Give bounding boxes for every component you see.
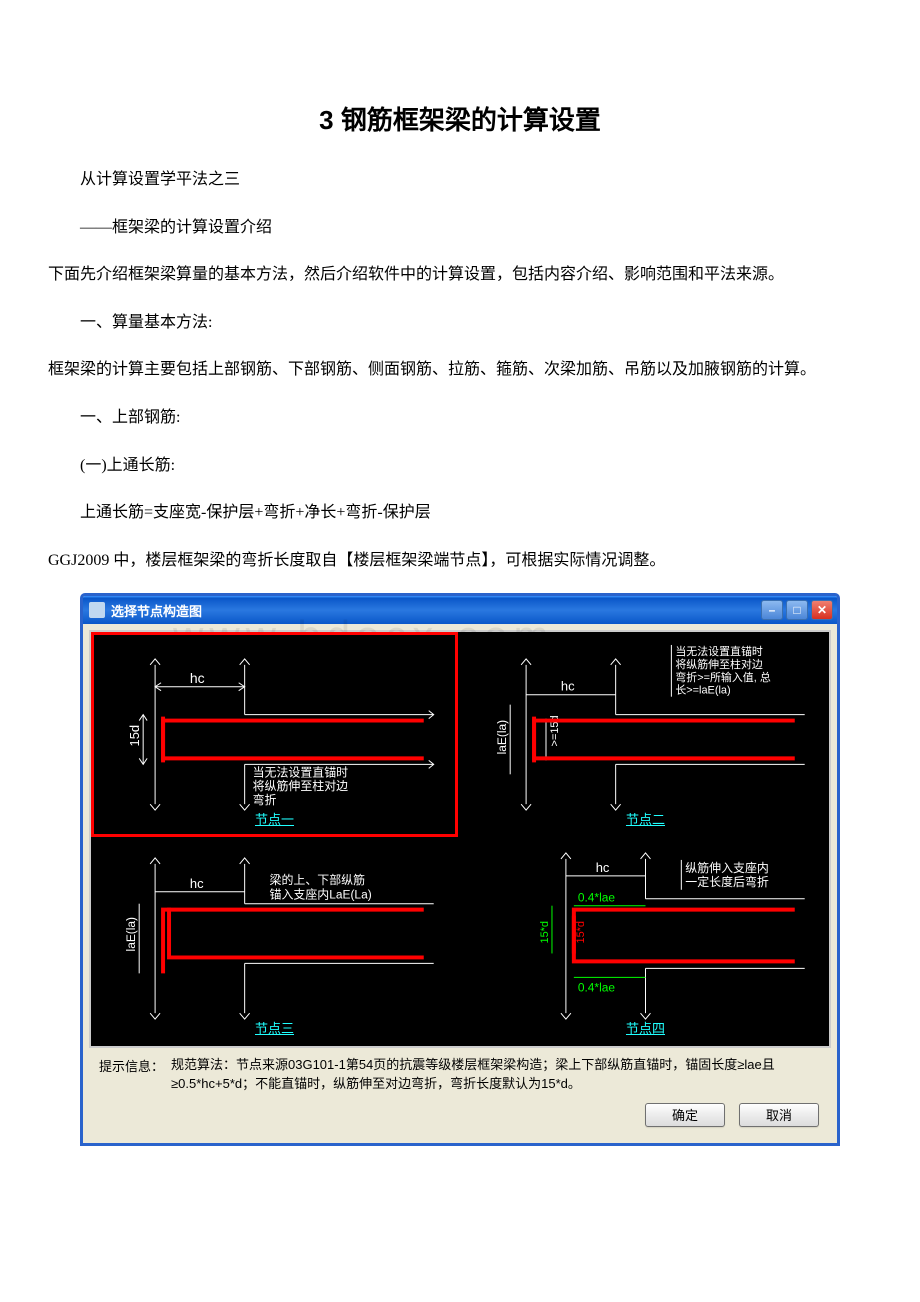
diagram-cell-4[interactable]: hc 0.4*lae 0.4*lae 15*d 15*d xyxy=(462,841,829,1046)
svg-text:纵筋伸入支座内: 纵筋伸入支座内 xyxy=(685,860,769,875)
cancel-button[interactable]: 取消 xyxy=(739,1103,819,1127)
maximize-button[interactable]: □ xyxy=(786,600,808,620)
dialog-client: www.bdocx.com xyxy=(83,624,837,1142)
close-button[interactable]: ✕ xyxy=(811,600,833,620)
diagram-cell-3[interactable]: hc laE(la) 梁的上、下部纵筋 锚入支座内LaE(La) 节点三 xyxy=(91,841,458,1046)
paragraph: GGJ2009 中，楼层框架梁的弯折长度取自【楼层框架梁端节点】，可根据实际情况… xyxy=(48,546,872,576)
app-icon xyxy=(89,602,105,618)
hint-label: 提示信息： xyxy=(99,1056,171,1092)
diagram-cell-2[interactable]: hc laE(la) >=15d 当无法设置直锚时 将纵筋伸至柱对边 弯折>=所… xyxy=(462,632,829,837)
paragraph: 从计算设置学平法之三 xyxy=(48,165,872,195)
svg-text:一定长度后弯折: 一定长度后弯折 xyxy=(685,874,769,889)
page-title: 3 钢筋框架梁的计算设置 xyxy=(48,100,872,137)
paragraph: 一、上部钢筋: xyxy=(48,403,872,433)
paragraph: 下面先介绍框架梁算量的基本方法，然后介绍软件中的计算设置，包括内容介绍、影响范围… xyxy=(48,260,872,290)
svg-text:将纵筋伸至柱对边: 将纵筋伸至柱对边 xyxy=(675,657,763,671)
svg-text:hc: hc xyxy=(190,876,204,891)
svg-text:hc: hc xyxy=(190,670,205,686)
diagram-svg-1: hc 15d 当无法设置直锚时 将纵筋伸至柱对边 弯折 xyxy=(94,635,455,834)
node-label-1: 节点一 xyxy=(94,809,455,828)
svg-text:弯折>=所输入值, 总: 弯折>=所输入值, 总 xyxy=(675,670,770,684)
minimize-button[interactable]: – xyxy=(761,600,783,620)
paragraph: 一、算量基本方法: xyxy=(48,308,872,338)
hint-text: 规范算法：节点来源03G101-1第54页的抗震等级楼层框架梁构造；梁上下部纵筋… xyxy=(171,1056,821,1092)
node-label-4: 节点四 xyxy=(465,1018,826,1037)
paragraph: ——框架梁的计算设置介绍 xyxy=(48,213,872,243)
svg-text:梁的上、下部纵筋: 梁的上、下部纵筋 xyxy=(270,872,366,887)
node-label-2: 节点二 xyxy=(465,809,826,828)
diagram-cell-1[interactable]: hc 15d 当无法设置直锚时 将纵筋伸至柱对边 弯折 节点一 xyxy=(91,632,458,837)
svg-text:长>=laE(la): 长>=laE(la) xyxy=(675,684,730,697)
svg-text:hc: hc xyxy=(561,679,575,694)
node-dialog: 选择节点构造图 – □ ✕ www.bdocx.com xyxy=(80,593,840,1145)
svg-text:0.4*lae: 0.4*lae xyxy=(578,891,616,905)
paragraph: (一)上通长筋: xyxy=(48,451,872,481)
svg-text:将纵筋伸至柱对边: 将纵筋伸至柱对边 xyxy=(253,779,349,794)
svg-text:锚入支座内LaE(La): 锚入支座内LaE(La) xyxy=(270,887,372,902)
button-row: 确定 取消 xyxy=(89,1097,831,1137)
paragraph: 框架梁的计算主要包括上部钢筋、下部钢筋、侧面钢筋、拉筋、箍筋、次梁加筋、吊筋以及… xyxy=(48,355,872,385)
svg-text:当无法设置直锚时: 当无法设置直锚时 xyxy=(675,644,763,658)
svg-text:当无法设置直锚时: 当无法设置直锚时 xyxy=(253,765,349,780)
diagram-grid: hc 15d 当无法设置直锚时 将纵筋伸至柱对边 弯折 节点一 xyxy=(89,630,831,1048)
svg-text:laE(la): laE(la) xyxy=(124,917,138,952)
hint-row: 提示信息： 规范算法：节点来源03G101-1第54页的抗震等级楼层框架梁构造；… xyxy=(89,1048,831,1096)
diagram-svg-3: hc laE(la) 梁的上、下部纵筋 锚入支座内LaE(La) xyxy=(94,844,455,1043)
diagram-svg-2: hc laE(la) >=15d 当无法设置直锚时 将纵筋伸至柱对边 弯折>=所… xyxy=(465,635,826,834)
svg-text:0.4*lae: 0.4*lae xyxy=(578,981,616,995)
svg-text:15d: 15d xyxy=(127,725,142,747)
node-label-3: 节点三 xyxy=(94,1018,455,1037)
titlebar: 选择节点构造图 – □ ✕ xyxy=(83,596,837,624)
svg-text:15*d: 15*d xyxy=(575,921,587,944)
svg-text:laE(la): laE(la) xyxy=(495,720,509,755)
dialog-title: 选择节点构造图 xyxy=(111,601,758,620)
svg-text:hc: hc xyxy=(596,860,610,875)
svg-text:弯折: 弯折 xyxy=(253,792,277,807)
diagram-svg-4: hc 0.4*lae 0.4*lae 15*d 15*d xyxy=(465,844,826,1043)
ok-button[interactable]: 确定 xyxy=(645,1103,725,1127)
svg-text:15*d: 15*d xyxy=(539,921,551,944)
paragraph: 上通长筋=支座宽-保护层+弯折+净长+弯折-保护层 xyxy=(48,498,872,528)
